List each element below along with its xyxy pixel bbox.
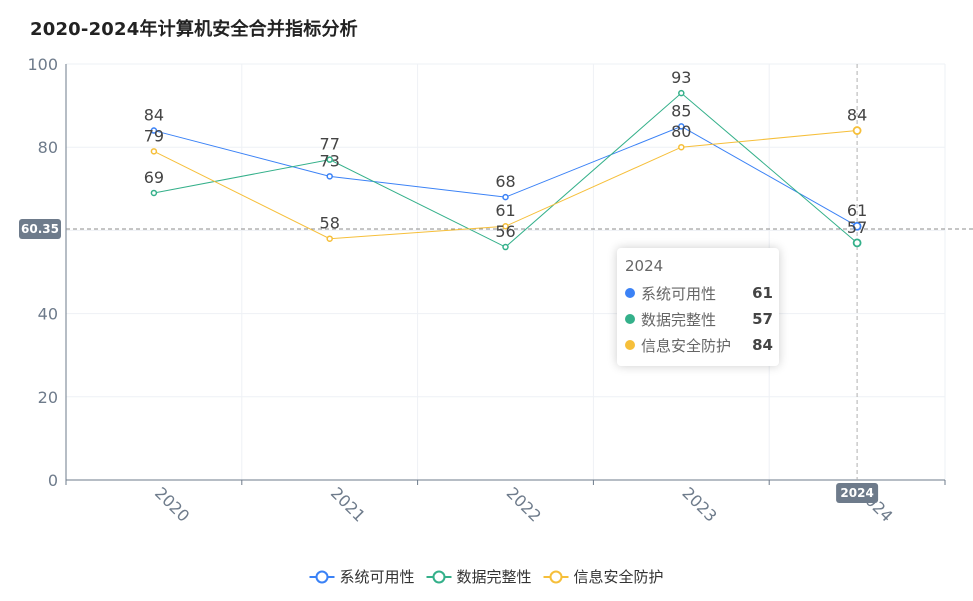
y-tick-label: 40 (38, 305, 58, 324)
data-point (150, 148, 158, 155)
axis-pointer-x-badge (836, 483, 879, 503)
data-point (678, 123, 685, 130)
axis-pointer-layer: 60.35 2024 (19, 64, 973, 503)
legend-label: 数据完整性 (457, 568, 532, 586)
x-tick-label: 2020 (151, 483, 193, 525)
x-tick-label: 2021 (327, 483, 369, 525)
tooltip-series-value: 61 (752, 284, 773, 302)
data-label: 84 (144, 106, 164, 125)
legend-item-1[interactable]: 数据完整性 (426, 568, 532, 586)
y-tick-label: 80 (38, 138, 58, 157)
tooltip-marker-protection (625, 340, 635, 350)
data-point (852, 238, 862, 248)
axis-layer: 02040608010020202021202220232024 (27, 55, 946, 526)
data-label: 56 (495, 222, 515, 241)
y-tick-label: 100 (27, 55, 58, 74)
data-point (150, 127, 158, 134)
legend-item-2[interactable]: 信息安全防护 (543, 568, 664, 586)
data-label-layer: 84 73 68 85 61 69 77 56 93 57 79 58 61 80 84 (144, 68, 868, 241)
data-label: 93 (671, 68, 691, 87)
tooltip-marker-availability (625, 288, 635, 298)
tooltip-row-protection: 信息安全防护 84 (625, 332, 773, 358)
legend-circle-icon (549, 570, 563, 584)
data-point (852, 126, 862, 135)
legend[interactable]: 系统可用性 数据完整性 信息安全防护 (309, 568, 664, 586)
data-label: 73 (320, 151, 340, 170)
tooltip-series-name: 系统可用性 (641, 284, 717, 303)
axis-pointer-y-badge (19, 218, 61, 239)
data-label: 79 (144, 126, 164, 145)
data-point (678, 143, 685, 151)
data-point (326, 156, 333, 163)
tooltip-series-name: 信息安全防护 (641, 336, 732, 355)
tooltip-series-name: 数据完整性 (641, 310, 717, 329)
data-label: 77 (320, 135, 340, 154)
legend-label: 信息安全防护 (574, 568, 664, 586)
tooltip-title: 2024 (625, 257, 664, 275)
data-label: 84 (847, 106, 867, 125)
data-label: 85 (671, 101, 691, 120)
data-point (502, 222, 509, 230)
legend-circle-icon (315, 570, 329, 584)
y-tick-label: 0 (48, 471, 58, 490)
data-label: 80 (671, 122, 691, 141)
y-tick-label: 20 (38, 388, 58, 407)
data-point (852, 221, 862, 231)
data-label: 57 (847, 218, 867, 237)
tooltip-row-integrity: 数据完整性 57 (625, 306, 773, 332)
x-tick-label: 2022 (503, 483, 545, 525)
x-tick-label: 2023 (678, 483, 720, 525)
data-label: 69 (144, 168, 164, 187)
data-label: 61 (495, 201, 515, 220)
legend-item-0[interactable]: 系统可用性 (309, 568, 415, 586)
data-point (678, 89, 685, 97)
legend-label: 系统可用性 (340, 568, 415, 586)
legend-circle-icon (432, 570, 446, 584)
data-point (502, 243, 509, 251)
axis-pointer-y-label: 60.35 (21, 222, 59, 236)
tooltip-series-value: 57 (752, 310, 773, 328)
tooltip-series-value: 84 (752, 336, 773, 354)
tooltip-row-availability: 系统可用性 61 (625, 280, 773, 306)
data-point (326, 235, 333, 242)
data-label: 61 (847, 201, 867, 220)
axis-pointer-x-label: 2024 (840, 486, 873, 500)
data-point (150, 189, 158, 197)
tooltip: 2024 系统可用性 61 数据完整性 57 信息安全防护 84 (617, 248, 779, 366)
data-point (502, 193, 509, 201)
data-point (326, 173, 333, 180)
tooltip-marker-integrity (625, 314, 635, 324)
chart-title: 2020-2024年计算机安全合并指标分析 (30, 19, 358, 40)
series-layer (150, 89, 862, 251)
grid-layer (65, 63, 946, 480)
data-label: 68 (495, 172, 515, 191)
data-label: 58 (320, 214, 340, 233)
